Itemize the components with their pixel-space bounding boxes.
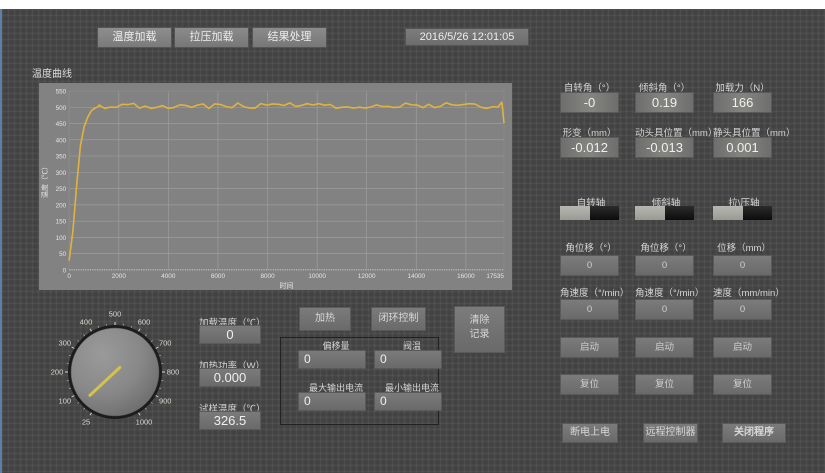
svg-text:500: 500	[56, 105, 67, 112]
svg-text:0: 0	[63, 267, 67, 274]
svg-text:450: 450	[56, 121, 67, 128]
svg-text:14000: 14000	[407, 273, 425, 280]
svg-text:400: 400	[56, 137, 67, 144]
svg-text:2000: 2000	[112, 273, 127, 280]
svg-text:0: 0	[67, 273, 71, 280]
svg-text:10000: 10000	[308, 273, 326, 280]
svg-text:4000: 4000	[161, 273, 176, 280]
svg-text:50: 50	[59, 251, 67, 258]
svg-text:8000: 8000	[261, 273, 276, 280]
svg-text:550: 550	[56, 89, 67, 96]
svg-text:6000: 6000	[211, 273, 226, 280]
svg-text:300: 300	[56, 170, 67, 177]
svg-text:350: 350	[56, 154, 67, 161]
svg-text:温度（℃）: 温度（℃）	[40, 163, 49, 198]
svg-text:200: 200	[56, 202, 67, 209]
svg-text:17535: 17535	[486, 273, 504, 280]
svg-text:150: 150	[56, 219, 67, 226]
svg-text:时间: 时间	[280, 281, 294, 290]
svg-text:250: 250	[56, 186, 67, 193]
svg-text:12000: 12000	[358, 273, 376, 280]
svg-text:100: 100	[56, 235, 67, 242]
svg-text:16000: 16000	[457, 273, 475, 280]
